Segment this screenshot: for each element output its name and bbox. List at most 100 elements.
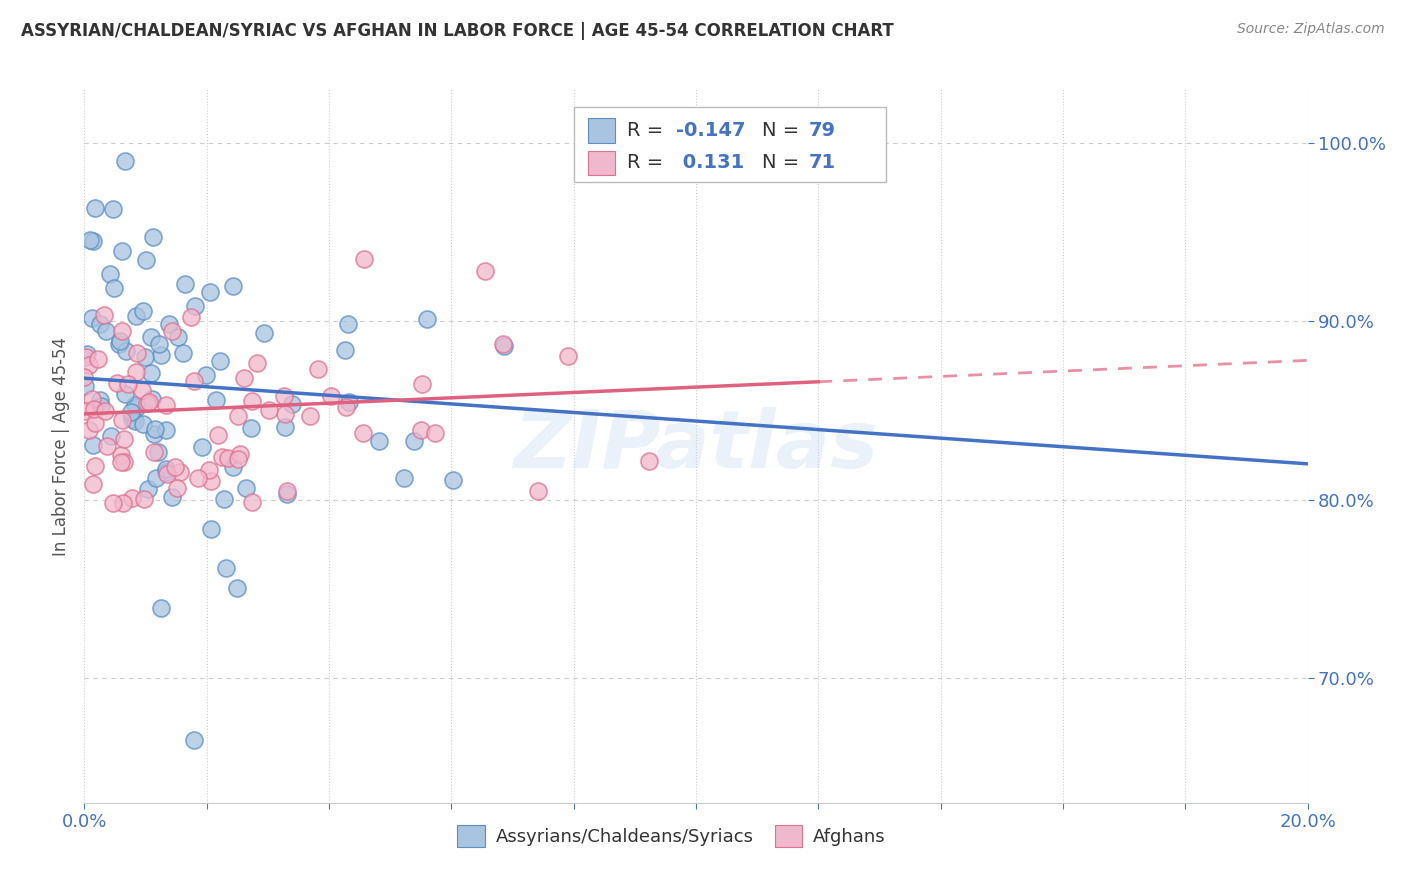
Text: ZIPatlas: ZIPatlas	[513, 407, 879, 485]
Point	[89, 392, 111, 407]
Point	[73, 379, 96, 393]
Point	[207, 427, 229, 442]
Point	[108, 334, 131, 349]
Point	[132, 417, 155, 432]
Point	[169, 465, 191, 479]
Point	[82, 477, 104, 491]
Point	[107, 376, 129, 390]
Point	[423, 425, 446, 440]
FancyBboxPatch shape	[588, 119, 616, 143]
Point	[114, 387, 136, 401]
Point	[240, 495, 263, 509]
Text: N =: N =	[762, 153, 806, 172]
Point	[416, 311, 439, 326]
Text: N =: N =	[762, 121, 806, 140]
Point	[209, 354, 232, 368]
FancyBboxPatch shape	[588, 151, 616, 175]
Point	[276, 483, 298, 498]
Point	[352, 425, 374, 440]
Point	[90, 399, 112, 413]
Point	[77, 423, 100, 437]
Point	[233, 370, 256, 384]
Point	[180, 310, 202, 325]
Point	[148, 337, 170, 351]
Point	[273, 419, 295, 434]
Point	[298, 409, 321, 423]
Point	[73, 369, 96, 384]
Point	[120, 405, 142, 419]
Text: 79: 79	[808, 121, 835, 140]
Point	[94, 404, 117, 418]
Point	[474, 264, 496, 278]
Point	[89, 317, 111, 331]
Point	[111, 496, 134, 510]
Point	[404, 434, 426, 448]
Point	[107, 336, 129, 351]
Point	[198, 285, 221, 299]
Point	[155, 461, 177, 475]
Point	[77, 358, 100, 372]
Point	[135, 252, 157, 267]
Point	[124, 413, 146, 427]
Point	[226, 581, 249, 595]
Point	[96, 324, 118, 338]
Point	[166, 481, 188, 495]
Point	[87, 352, 110, 367]
Point	[115, 343, 138, 358]
Point	[76, 347, 98, 361]
Point	[204, 392, 226, 407]
Point	[145, 470, 167, 484]
Point	[141, 392, 163, 406]
Legend: Assyrians/Chaldeans/Syriacs, Afghans: Assyrians/Chaldeans/Syriacs, Afghans	[450, 818, 893, 855]
Point	[215, 561, 238, 575]
Point	[75, 350, 97, 364]
Text: 0.131: 0.131	[676, 153, 745, 172]
Point	[183, 374, 205, 388]
Point	[127, 401, 149, 415]
Text: Source: ZipAtlas.com: Source: ZipAtlas.com	[1237, 22, 1385, 37]
Point	[217, 450, 239, 465]
Point	[138, 395, 160, 409]
Text: R =: R =	[627, 121, 671, 140]
Point	[281, 397, 304, 411]
Point	[319, 389, 342, 403]
Point	[165, 459, 187, 474]
Point	[82, 392, 104, 407]
Point	[79, 234, 101, 248]
Point	[183, 733, 205, 747]
Point	[139, 330, 162, 344]
Point	[172, 346, 194, 360]
Point	[333, 343, 356, 358]
Point	[273, 389, 295, 403]
Point	[187, 471, 209, 485]
Point	[101, 202, 124, 217]
Point	[174, 277, 197, 291]
Point	[149, 348, 172, 362]
Point	[257, 403, 280, 417]
Point	[132, 492, 155, 507]
Point	[337, 317, 360, 331]
Point	[167, 330, 190, 344]
Point	[411, 376, 433, 391]
Point	[142, 426, 165, 441]
Point	[527, 483, 550, 498]
Point	[184, 299, 207, 313]
Point	[134, 350, 156, 364]
Point	[84, 417, 107, 431]
Point	[103, 281, 125, 295]
Point	[226, 409, 249, 423]
Point	[441, 473, 464, 487]
Point	[80, 310, 103, 325]
Point	[162, 325, 184, 339]
Point	[84, 202, 107, 216]
Point	[146, 444, 169, 458]
Point	[111, 244, 134, 259]
Point	[212, 492, 235, 507]
Point	[246, 356, 269, 370]
Point	[114, 153, 136, 168]
Point	[127, 346, 149, 360]
Point	[131, 383, 153, 397]
Text: ASSYRIAN/CHALDEAN/SYRIAC VS AFGHAN IN LABOR FORCE | AGE 45-54 CORRELATION CHART: ASSYRIAN/CHALDEAN/SYRIAC VS AFGHAN IN LA…	[21, 22, 894, 40]
Point	[252, 326, 274, 341]
Point	[160, 490, 183, 504]
